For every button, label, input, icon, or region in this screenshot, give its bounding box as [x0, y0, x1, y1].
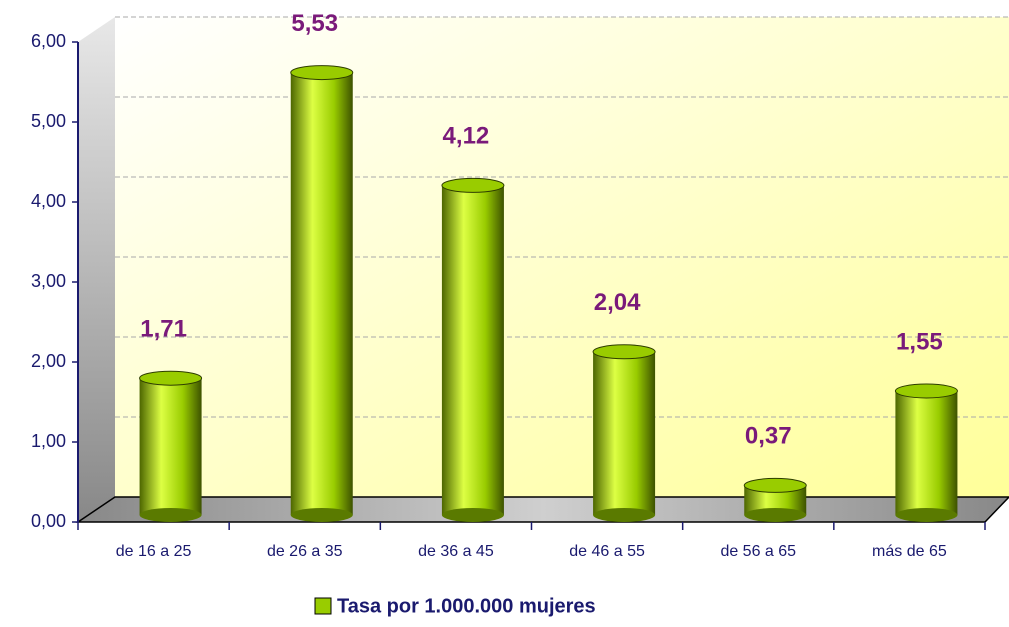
x-tick-label: de 56 a 65	[720, 543, 796, 560]
x-tick-label: de 26 a 35	[267, 543, 343, 560]
x-tick-label: más de 65	[872, 543, 947, 560]
side-wall	[78, 17, 115, 522]
bar-base	[744, 508, 807, 522]
bar-body	[593, 351, 656, 515]
y-tick-label: 5,00	[31, 111, 66, 131]
y-tick-label: 2,00	[31, 351, 66, 371]
bar-top	[592, 344, 656, 360]
y-tick-label: 6,00	[31, 31, 66, 51]
bar-body	[290, 72, 353, 515]
legend-label: Tasa por 1.000.000 mujeres	[337, 595, 596, 617]
bar-body	[139, 378, 202, 515]
value-label: 4,12	[443, 123, 490, 150]
value-label: 1,55	[896, 328, 943, 355]
plot	[115, 16, 1009, 522]
y-tick-label: 3,00	[31, 271, 66, 291]
value-label: 5,53	[291, 10, 338, 37]
value-label: 0,37	[745, 423, 792, 450]
bar-base	[290, 508, 353, 522]
value-label: 1,71	[140, 316, 187, 343]
bar-base	[441, 508, 504, 522]
bar-top	[743, 477, 807, 493]
bar-top	[441, 177, 505, 193]
bar-body	[441, 185, 504, 515]
floor	[75, 496, 1009, 523]
y-tick-label: 0,00	[31, 511, 66, 531]
bar-base	[895, 508, 958, 522]
y-tick-label: 4,00	[31, 191, 66, 211]
legend-swatch	[314, 597, 332, 615]
bar-body	[895, 391, 958, 515]
back-wall	[115, 17, 1009, 497]
x-tick-label: de 36 a 45	[418, 543, 494, 560]
y-tick-label: 1,00	[31, 431, 66, 451]
x-tick-label: de 16 a 25	[116, 543, 192, 560]
value-label: 2,04	[594, 289, 641, 316]
bar-top	[139, 370, 203, 386]
bar-base	[139, 508, 202, 522]
bar-top	[894, 383, 958, 399]
x-tick-label: de 46 a 55	[569, 543, 645, 560]
bar-base	[593, 508, 656, 522]
bar-top	[290, 65, 354, 81]
